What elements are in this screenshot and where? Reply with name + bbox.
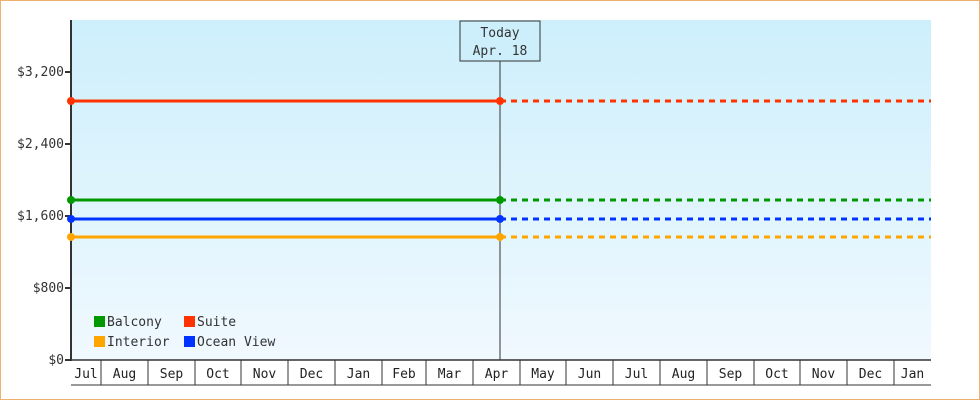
- legend-swatch: [184, 336, 195, 347]
- series-point: [67, 214, 75, 223]
- x-tick-label: Feb: [392, 367, 416, 382]
- x-tick-label: Dec: [859, 367, 882, 382]
- x-tick-label: Oct: [765, 367, 788, 382]
- series-point: [67, 96, 75, 105]
- series-point: [496, 232, 504, 241]
- today-date: Apr. 18: [473, 44, 528, 59]
- y-tick-label: $1,600: [17, 209, 64, 224]
- legend-label: Suite: [197, 315, 236, 330]
- x-tick-label: Jul: [625, 367, 648, 382]
- x-tick-label: Mar: [438, 367, 462, 382]
- legend-label: Balcony: [107, 315, 162, 330]
- x-tick-label: Oct: [206, 367, 229, 382]
- x-tick-label: Dec: [300, 367, 323, 382]
- x-tick-label: Jul: [74, 367, 97, 382]
- y-axis: $0 $800 $1,600 $2,400 $3,200: [17, 20, 72, 368]
- series-lines: [67, 96, 931, 241]
- legend-swatch: [184, 316, 195, 327]
- series-point: [67, 195, 75, 204]
- series-point: [67, 232, 75, 241]
- plot-area: [71, 20, 931, 360]
- x-tick-label: Aug: [113, 367, 136, 382]
- today-box: [459, 20, 541, 62]
- x-tick-label: Jun: [578, 367, 601, 382]
- x-tick-label: Nov: [253, 367, 277, 382]
- legend-label: Ocean View: [197, 335, 275, 350]
- y-tick-label: $800: [33, 281, 64, 296]
- y-tick-label: $2,400: [17, 137, 64, 152]
- x-tick-label: Jan: [347, 367, 370, 382]
- x-tick-label: May: [531, 367, 555, 382]
- legend: Balcony Suite Interior Ocean View: [94, 315, 275, 350]
- x-tick-label: Sep: [160, 367, 184, 382]
- today-marker: Today Apr. 18: [459, 20, 541, 360]
- y-tick-label: $0: [48, 353, 64, 368]
- x-tick-label: Nov: [812, 367, 836, 382]
- x-axis: Jul Aug Sep Oct Nov Dec Jan Feb Mar Apr May Jun Jul A…: [71, 359, 931, 386]
- series-point: [496, 96, 504, 105]
- x-tick-label: Apr: [485, 367, 509, 382]
- legend-swatch: [94, 316, 105, 327]
- legend-label: Interior: [107, 335, 170, 350]
- x-tick-label: Aug: [672, 367, 695, 382]
- x-tick-label: Jan: [901, 367, 924, 382]
- today-title: Today: [480, 26, 519, 41]
- x-tick-label: Sep: [719, 367, 743, 382]
- series-point: [496, 214, 504, 223]
- y-tick-label: $3,200: [17, 65, 64, 80]
- series-point: [496, 195, 504, 204]
- legend-swatch: [94, 336, 105, 347]
